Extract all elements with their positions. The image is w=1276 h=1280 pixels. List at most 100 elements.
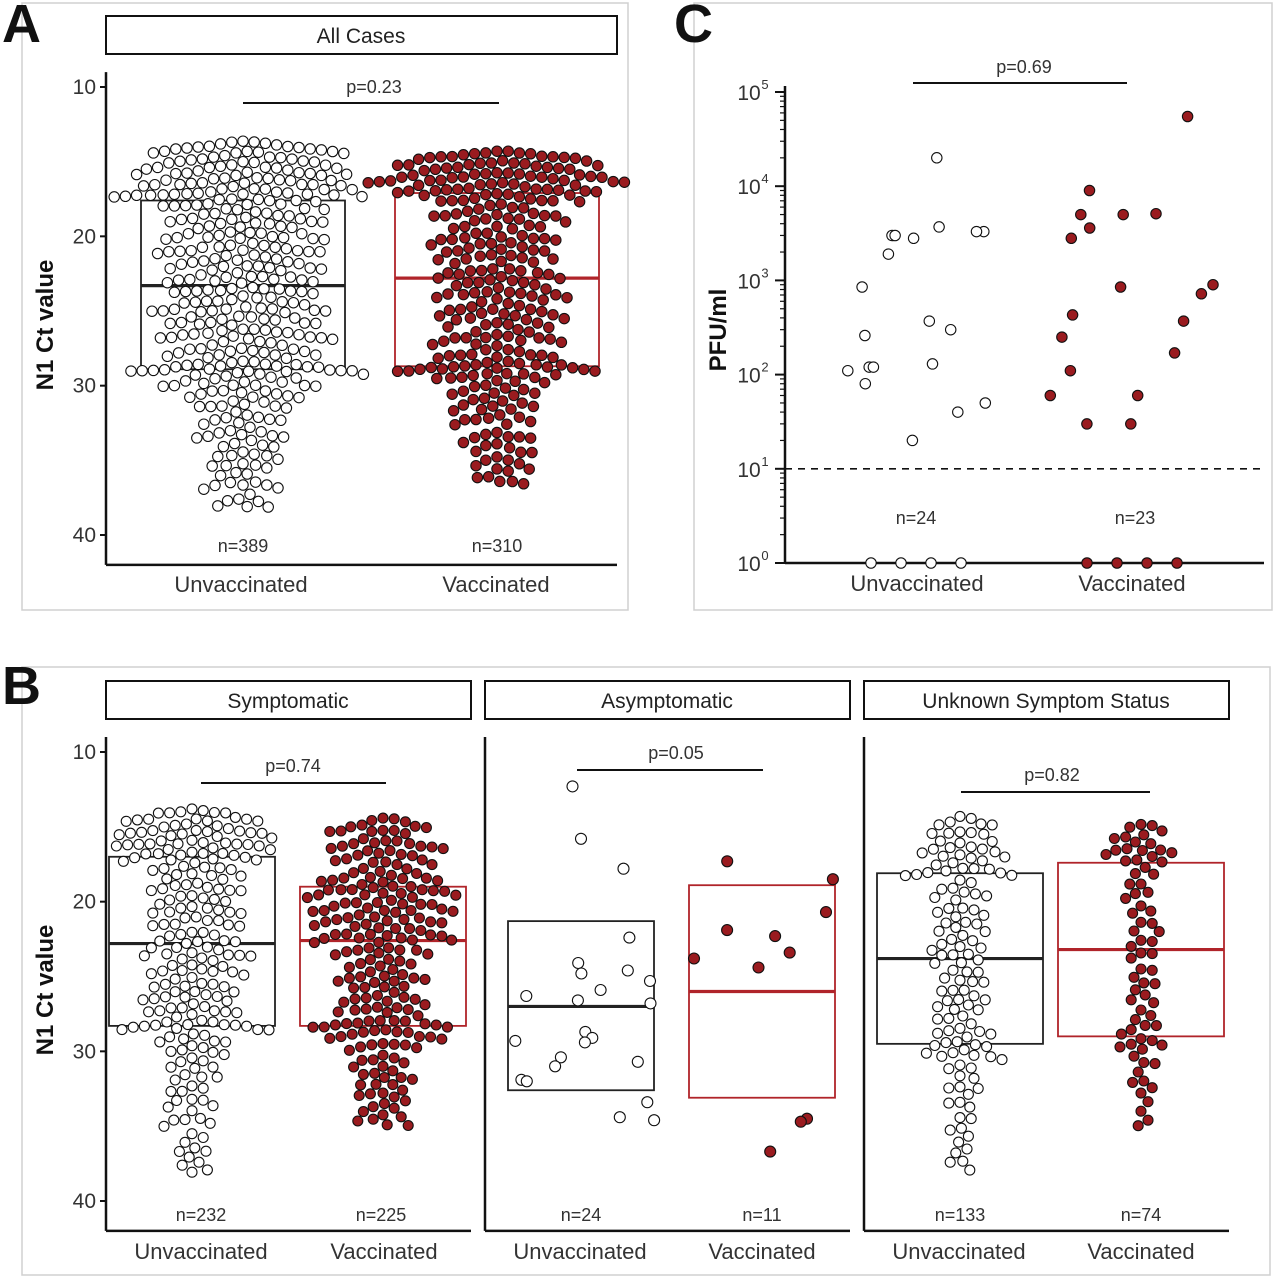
panel-b-unknown-unvaccinated-point <box>996 1054 1008 1066</box>
panel-b-symptomatic-vaccinated-point <box>425 916 437 928</box>
panel-b-symptomatic-vaccinated-point <box>364 954 376 966</box>
panel-a-vaccinated-point <box>418 164 430 177</box>
panel-a-unvaccinated-point <box>175 316 188 329</box>
panel-a-unvaccinated-point <box>304 167 316 180</box>
panel-b-symptomatic-vaccinated-point <box>406 934 418 946</box>
panel-a-unvaccinated-point <box>196 153 209 165</box>
panel-a-vaccinated-point <box>470 413 482 426</box>
panel-b-symptomatic-unvaccinated-point <box>208 1035 220 1047</box>
panel-b-unknown-vaccinated-point <box>1142 1114 1154 1126</box>
panel-b-asymptomatic-unvaccinated-point <box>554 1051 567 1064</box>
panel-b-unknown-unvaccinated-point <box>976 843 988 855</box>
panel-b-asymptomatic-unvaccinated-point <box>575 967 588 980</box>
panel-a-vaccinated-point <box>468 380 481 393</box>
panel-b-symptomatic-vaccinated-point <box>405 958 417 970</box>
panel-a-vaccinated-point <box>513 431 526 443</box>
panel-a-unvaccinated-point <box>248 249 260 261</box>
panel-a-unvaccinated-point <box>238 376 251 388</box>
panel-b-symptomatic-unvaccinated-point <box>129 852 141 864</box>
panel-a-unvaccinated-point <box>237 135 249 147</box>
panel-b-symptomatic-vaccinated-point <box>395 848 407 860</box>
panel-a-unvaccinated-point <box>275 264 287 277</box>
panel-a-unvaccinated-point <box>158 364 171 376</box>
panel-b-symptomatic-unvaccinated-point <box>152 807 164 819</box>
panel-a-unvaccinated-point <box>254 335 266 348</box>
panel-b-unknown-vaccinated-point <box>1115 1028 1127 1040</box>
panel-a-vaccinated-point <box>491 426 503 439</box>
panel-b-unknown-vaccinated-point <box>1146 850 1158 863</box>
panel-a-vaccinated-point <box>460 332 472 344</box>
panel-b-symptomatic-vaccinated-point <box>362 902 374 914</box>
panel-a-vaccinated-point <box>573 195 586 208</box>
panel-a-unvaccinated-point <box>294 213 307 225</box>
panel-b-symptomatic-unvaccinated-point <box>189 1142 201 1154</box>
panel-a-unvaccinated-point <box>171 231 183 244</box>
panel-b-symptomatic-vaccinated-point <box>335 825 347 837</box>
panel-b-unknown-vaccinated-point <box>1156 1039 1168 1051</box>
panel-a-vaccinated-point <box>550 234 562 246</box>
panel-b-symptomatic-unvaccinated-point <box>186 901 198 913</box>
panel-a-unvaccinated-point <box>125 365 137 377</box>
panel-b-unknown-unvaccinated-point <box>976 855 988 867</box>
panel-a-unvaccinated-point <box>272 482 284 494</box>
panel-b-symptomatic-vaccinated-point <box>390 906 402 918</box>
panel-a-unvaccinated-point <box>163 245 175 258</box>
panel-b-symptomatic-vaccinated-point <box>405 904 417 917</box>
panel-b-symptomatic-vaccinated-point <box>327 874 339 886</box>
panel-a-unvaccinated-point <box>237 323 249 335</box>
panel-a-unvaccinated-point <box>310 317 322 330</box>
panel-b-pvalue-unknown: p=0.82 <box>1024 765 1080 785</box>
panel-b-symptomatic-unvaccinated-point <box>164 807 176 819</box>
panel-a-unvaccinated-point <box>308 304 321 317</box>
panel-a-vaccinated-point <box>524 415 537 428</box>
panel-b-symptomatic-unvaccinated-point <box>171 1011 183 1023</box>
panel-b-unknown-vaccinated-point <box>1114 1041 1126 1053</box>
panel-b-symptomatic-unvaccinated-point <box>176 1002 188 1014</box>
panel-a-vaccinated-point <box>457 288 470 301</box>
panel-b-symptomatic-unvaccinated-point <box>189 986 201 998</box>
panel-a-unvaccinated-point <box>216 324 228 337</box>
panel-a-unvaccinated-point <box>213 193 225 206</box>
panel-b-symptomatic-unvaccinated-point <box>158 862 170 875</box>
panel-b-symptomatic-unvaccinated-point <box>217 873 229 885</box>
panel-b-symptomatic-vaccinated-point <box>332 975 344 987</box>
panel-b-unknown-vaccinated-point <box>1135 1033 1147 1045</box>
panel-a-vaccinated-point <box>519 181 531 193</box>
panel-b-symptomatic-vaccinated-point <box>353 1089 365 1102</box>
panel-b-symptomatic-unvaccinated-point <box>159 978 171 990</box>
panel-a-unvaccinated-point <box>233 493 245 505</box>
panel-a-unvaccinated-point <box>203 220 216 232</box>
panel-a-unvaccinated-point <box>164 215 176 228</box>
panel-b-asymptomatic-unvaccinated-point <box>631 1055 644 1068</box>
panel-a-unvaccinated-point <box>325 174 337 187</box>
panel-b-unknown-unvaccinated-point <box>954 826 966 838</box>
panel-a-vaccinated-point <box>502 167 514 179</box>
panel-b-symptomatic-unvaccinated-point <box>263 1024 275 1036</box>
panel-a-vaccinated-point <box>459 413 471 426</box>
panel-b-symptomatic-unvaccinated-point <box>165 830 177 842</box>
panel-c-vaccinated-point <box>1081 557 1093 569</box>
panel-a-unvaccinated-point <box>291 244 304 257</box>
panel-b-unknown-unvaccinated-point <box>957 1010 969 1022</box>
panel-a-unvaccinated-point <box>249 459 262 471</box>
panel-b-unknown-vaccinated-point <box>1129 984 1141 996</box>
panel-a-vaccinated-point <box>391 186 404 199</box>
panel-a-vaccinated-point <box>529 387 541 399</box>
panel-a-unvaccinated-point <box>252 495 265 508</box>
panel-a-vaccinated-point <box>524 148 537 160</box>
panel-b-symptomatic-vaccinated-point <box>411 1042 423 1054</box>
panel-b-asymptomatic-vaccinated-point <box>764 1145 777 1158</box>
panel-a-vaccinated-point <box>446 388 458 400</box>
panel-b-symptomatic-vaccinated-point <box>360 918 372 930</box>
panel-b-symptomatic-unvaccinated-point <box>213 904 225 916</box>
panel-a-unvaccinated-point <box>185 311 197 323</box>
panel-b-unknown-unvaccinated-point <box>968 904 980 916</box>
panel-a-unvaccinated-point <box>192 358 204 371</box>
panel-a-vaccinated-point <box>566 362 579 374</box>
panel-b-unknown-vaccinated-point <box>1124 821 1136 833</box>
panel-a-unvaccinated-point <box>259 358 272 370</box>
panel-a-unvaccinated-point <box>328 189 340 201</box>
panel-a-vaccinated-point <box>517 202 530 214</box>
panel-b-symptomatic-vaccinated-point <box>339 897 351 909</box>
panel-a-unvaccinated-point <box>175 258 188 270</box>
